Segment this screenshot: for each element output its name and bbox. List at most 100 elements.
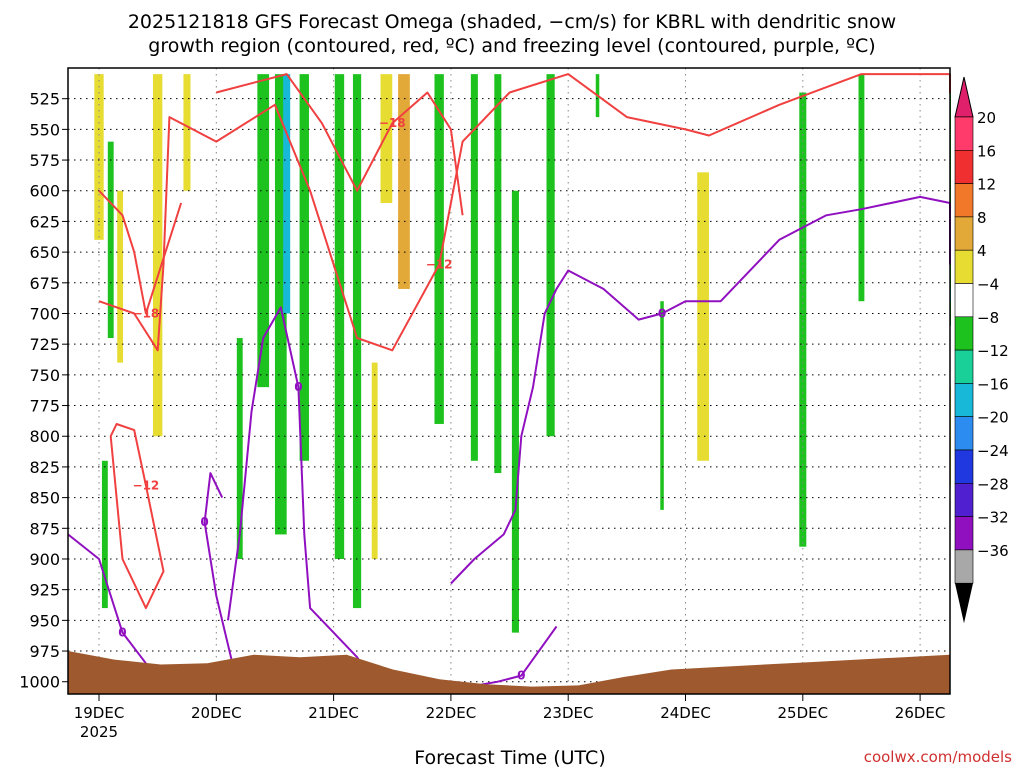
dgz-contour-label-2: −18 [379,116,406,130]
y-tick-label-6: 675 [29,274,60,293]
colorbar-label-11: −28 [977,475,1009,493]
y-tick-label-11: 800 [29,427,60,446]
x-axis-label: Forecast Time (UTC) [414,747,605,768]
colorbar-segment-10 [954,449,974,484]
colorbar-segment-11 [954,482,974,517]
colorbar-label-1: 16 [977,142,996,160]
omega-cell-10 [299,74,309,461]
colorbar-label-10: −24 [977,442,1009,460]
omega-cell-0 [94,74,104,240]
freezing-contour-label-4: 0 [658,306,666,320]
colorbar-label-7: −12 [977,342,1009,360]
chart-title: 2025121818 GFS Forecast Omega (shaded, −… [128,11,896,33]
y-tick-label-13: 850 [29,489,60,508]
freezing-contour-line-4 [450,195,951,585]
x-tick-label-0: 19DEC [74,704,125,722]
colorbar-segment-6 [954,316,974,351]
x-axis-ticks: 19DEC 20DEC 21DEC 22DEC 23DEC 24DEC 25DEC 26DEC [74,694,946,722]
freezing-contour-line-0 [67,533,147,664]
dgz-contour-label-0: −18 [133,306,160,320]
colorbar-label-12: −32 [977,509,1009,527]
plot-background [68,68,950,694]
colorbar-label-3: 8 [977,209,987,227]
colorbar-segment-3 [954,216,974,251]
y-tick-label-9: 750 [29,366,60,385]
freezing-contour-label-3: 0 [517,669,525,683]
credit-text: coolwx.com/models [864,748,1012,766]
x-tick-label-6: 25DEC [778,704,829,722]
y-tick-label-5: 650 [29,243,60,262]
omega-cell-9 [283,74,291,314]
y-tick-label-10: 775 [29,397,60,416]
omega-cell-12 [352,74,362,609]
y-tick-label-12: 825 [29,458,60,477]
omega-cell-7 [257,74,270,388]
colorbar-label-13: −36 [977,542,1009,560]
omega-cell-14 [398,74,410,289]
dgz-contours: −18 −12 −18 −12 [98,73,951,610]
dgz-contour-line-3 [109,423,165,610]
plot-area: −18 −12 −18 −12 0 0 0 0 0 [67,67,951,695]
freezing-contours: 0 0 0 0 0 [67,195,951,695]
colorbar-top-arrow [954,76,974,118]
y-tick-label-17: 950 [29,611,60,630]
x-year-label: 2025 [80,723,118,741]
omega-cell-17 [470,74,478,461]
dgz-contour-line-1 [98,73,951,352]
colorbar-segment-12 [954,516,974,551]
colorbar-label-0: 20 [977,109,996,127]
terrain [68,651,950,694]
omega-cell-5 [183,74,191,191]
freezing-contour-label-2: 0 [294,380,302,394]
y-tick-label-19: 1000 [19,673,60,692]
y-tick-label-2: 575 [29,151,60,170]
y-tick-label-0: 525 [29,90,60,109]
x-tick-label-1: 20DEC [191,704,242,722]
omega-cell-15 [371,362,378,559]
omega-cell-3 [101,460,108,609]
y-tick-label-18: 975 [29,642,60,661]
y-tick-label-8: 725 [29,335,60,354]
freezing-contour-line-1 [203,472,235,670]
y-tick-label-14: 875 [29,519,60,538]
colorbar-bottom-arrow [955,583,973,624]
dgz-contour-line-0 [98,190,183,315]
omega-cell-16 [434,74,444,424]
x-tick-label-4: 23DEC [543,704,594,722]
omega-cell-24 [799,92,807,547]
colorbar-segment-7 [954,349,974,384]
colorbar-segment-2 [954,183,974,218]
colorbar-segment-0 [954,116,974,151]
colorbar-segment-8 [954,383,974,417]
omega-cell-1 [107,141,114,339]
freezing-contour-line-2 [227,306,382,695]
dgz-contour-label-1: −12 [426,257,453,271]
omega-cell-11 [334,74,345,559]
x-tick-label-7: 26DEC [895,704,946,722]
colorbar-label-8: −16 [977,375,1009,393]
omega-cell-25 [858,74,865,302]
omega-cell-18 [494,74,502,474]
freezing-contour-label-1: 0 [200,515,208,529]
y-tick-label-7: 700 [29,304,60,323]
omega-cell-19 [511,190,519,633]
y-tick-label-3: 600 [29,182,60,201]
colorbar-label-4: 4 [977,242,987,260]
omega-cell-13 [380,74,393,204]
omega-cell-6 [236,338,243,559]
freezing-contour-label-0: 0 [118,626,126,640]
chart-subtitle: growth region (contoured, red, ºC) and f… [148,35,875,57]
y-tick-label-1: 550 [29,120,60,139]
y-tick-label-15: 900 [29,550,60,569]
colorbar-label-5: −4 [977,276,999,294]
colorbar-label-6: −8 [977,309,999,327]
omega-cell-2 [117,190,124,363]
y-tick-label-16: 925 [29,581,60,600]
x-tick-label-2: 21DEC [308,704,359,722]
gridlines [68,68,950,694]
colorbar-segment-9 [954,416,974,451]
x-tick-label-3: 22DEC [426,704,477,722]
dgz-contour-label-3: −12 [133,478,160,492]
plot-frame [67,67,951,695]
